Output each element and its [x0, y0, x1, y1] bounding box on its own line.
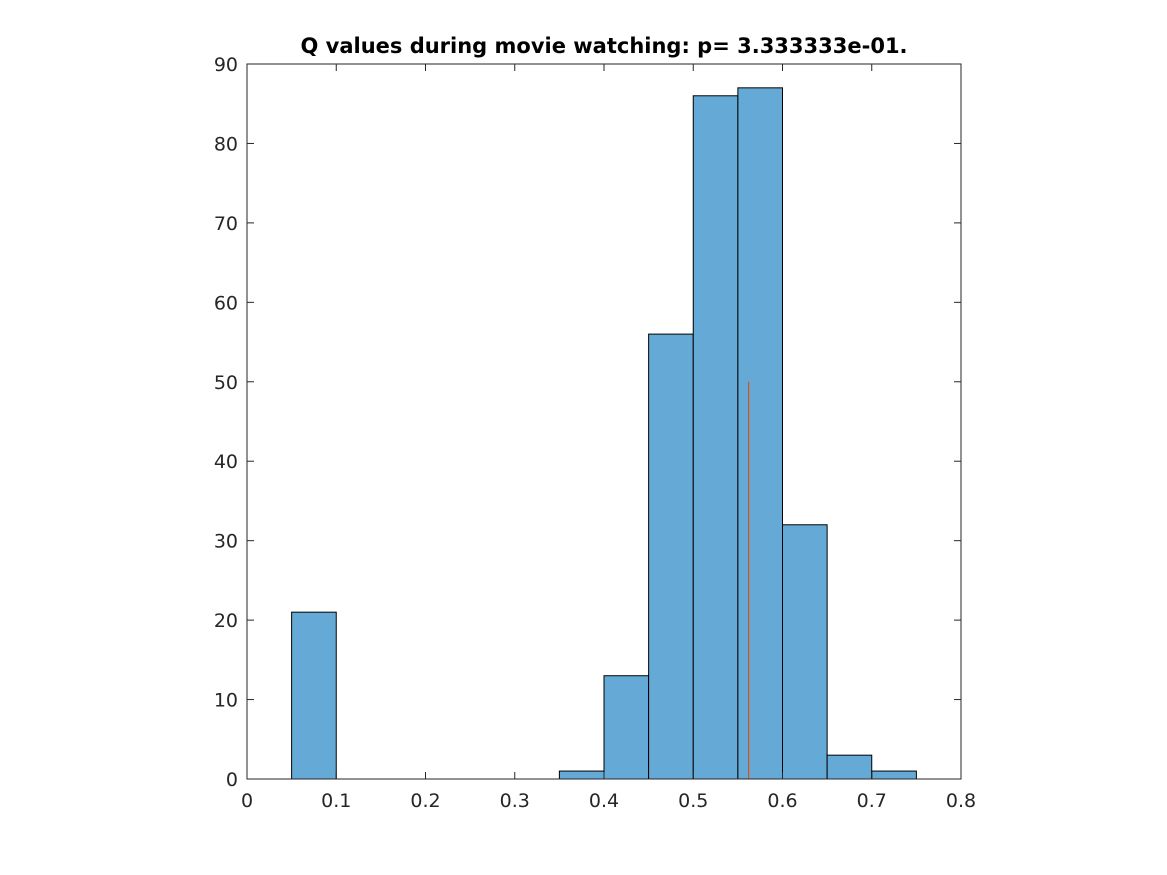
- y-tick-label: 30: [214, 531, 238, 553]
- x-tick-label: 0.1: [321, 790, 351, 812]
- histogram-bar: [737, 87, 783, 780]
- y-tick-label: 40: [214, 451, 238, 473]
- axes-group: 0 0.1 0.2 0.3 0.4 0.5 0.6 0.7 0.8 0 10 20 30 40 50 60 70…: [214, 54, 976, 812]
- chart-title: Q values during movie watching: p= 3.333…: [300, 34, 907, 58]
- histogram-bar: [291, 611, 337, 780]
- histogram-bar: [558, 770, 605, 780]
- plot-box: [246, 63, 962, 780]
- x-tick-label: 0.4: [589, 790, 619, 812]
- x-tick-label: 0.5: [678, 790, 708, 812]
- histogram-bar: [871, 770, 917, 780]
- x-tick-label: 0.8: [946, 790, 976, 812]
- y-tick-label: 50: [214, 372, 238, 394]
- histogram-bar: [603, 675, 650, 780]
- y-tick-label: 10: [214, 690, 238, 712]
- y-tick-label: 20: [214, 610, 238, 632]
- x-tick-label: 0.7: [857, 790, 887, 812]
- y-tick-label: 0: [226, 769, 238, 791]
- x-tick-label: 0.6: [767, 790, 797, 812]
- histogram-bar: [826, 754, 873, 780]
- x-tick-label: 0.3: [500, 790, 530, 812]
- histogram-bar: [648, 333, 694, 780]
- histogram-bar: [782, 524, 828, 780]
- y-tick-label: 90: [214, 54, 238, 76]
- x-tick-label: 0: [241, 790, 253, 812]
- bars-group: [291, 87, 917, 780]
- x-tick-label: 0.2: [410, 790, 440, 812]
- y-tick-label: 60: [214, 292, 238, 314]
- y-tick-label: 70: [214, 213, 238, 235]
- histogram-bar: [692, 95, 739, 780]
- y-tick-label: 80: [214, 133, 238, 155]
